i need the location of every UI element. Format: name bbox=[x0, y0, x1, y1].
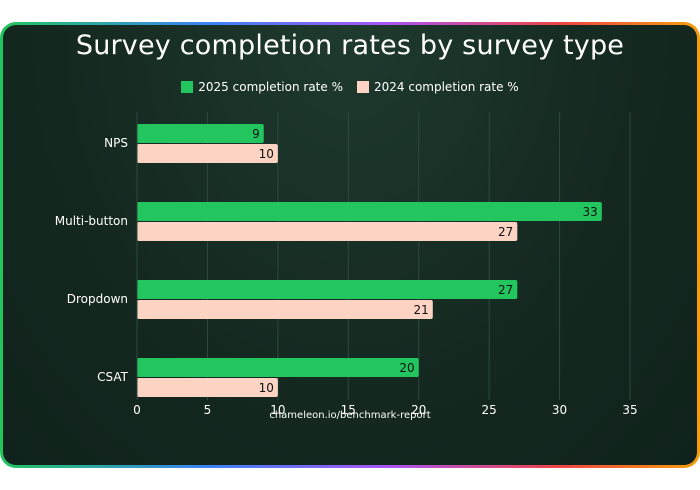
bar-3-1 bbox=[137, 378, 278, 397]
bar-0-0 bbox=[137, 124, 264, 143]
category-label-1: Multi-button bbox=[55, 214, 128, 228]
card-gradient-border bbox=[0, 22, 700, 468]
legend-swatch-2025 bbox=[181, 81, 194, 93]
data-label-3-1: 10 bbox=[259, 381, 274, 395]
data-label-2-1: 21 bbox=[414, 303, 429, 317]
data-label-3-0: 20 bbox=[399, 361, 414, 375]
x-tick-label-10: 10 bbox=[270, 403, 285, 417]
legend-label-2025: 2025 completion rate % bbox=[198, 80, 343, 94]
data-label-2-0: 27 bbox=[498, 283, 513, 297]
bar-0-1 bbox=[137, 144, 278, 163]
category-label-2: Dropdown bbox=[67, 292, 128, 306]
bar-2-0 bbox=[137, 280, 518, 299]
bar-2-1 bbox=[137, 300, 433, 319]
category-label-0: NPS bbox=[104, 136, 128, 150]
legend: 2025 completion rate % 2024 completion r… bbox=[0, 80, 700, 94]
x-tick-label-25: 25 bbox=[482, 403, 497, 417]
bar-3-0 bbox=[137, 358, 419, 377]
data-label-1-1: 27 bbox=[498, 225, 513, 239]
category-label-3: CSAT bbox=[97, 370, 128, 384]
data-label-0-0: 9 bbox=[252, 127, 260, 141]
legend-swatch-2024 bbox=[357, 81, 369, 93]
x-tick-label-35: 35 bbox=[622, 403, 637, 417]
x-tick-label-20: 20 bbox=[411, 403, 426, 417]
x-tick-label-30: 30 bbox=[552, 403, 567, 417]
legend-label-2024: 2024 completion rate % bbox=[374, 80, 519, 94]
chart-card bbox=[3, 25, 697, 465]
bar-1-0 bbox=[137, 202, 602, 221]
legend-item-2024: 2024 completion rate % bbox=[357, 80, 519, 94]
x-tick-label-15: 15 bbox=[341, 403, 356, 417]
data-label-1-0: 33 bbox=[583, 205, 598, 219]
source-link[interactable]: chameleon.io/benchmark-report bbox=[269, 410, 431, 421]
x-tick-label-0: 0 bbox=[133, 403, 141, 417]
x-tick-label-5: 5 bbox=[204, 403, 212, 417]
bar-1-1 bbox=[137, 222, 518, 241]
chart-title: Survey completion rates by survey type bbox=[75, 30, 625, 61]
data-label-0-1: 10 bbox=[259, 147, 274, 161]
legend-item-2025: 2025 completion rate % bbox=[181, 80, 343, 94]
